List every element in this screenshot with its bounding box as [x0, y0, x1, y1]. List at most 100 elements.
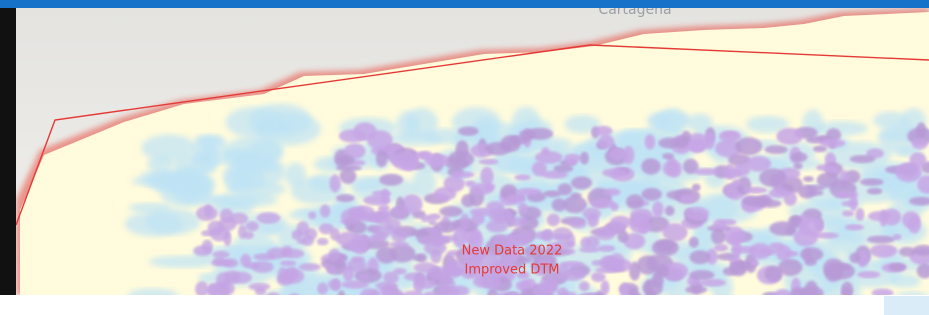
depth-patch	[376, 150, 388, 167]
depth-patch	[603, 223, 624, 234]
depth-patch	[645, 134, 656, 149]
depth-patch	[299, 263, 321, 271]
depth-patch	[850, 253, 861, 264]
depth-patch	[824, 215, 851, 243]
depth-patch	[682, 131, 692, 143]
depth-patch	[776, 128, 803, 145]
bathymetry-data	[125, 104, 929, 314]
depth-patch	[689, 270, 714, 280]
depth-patch	[202, 240, 213, 254]
depth-patch	[806, 190, 824, 196]
depth-patch	[769, 221, 796, 235]
depth-patch	[693, 168, 718, 175]
depth-patch	[609, 148, 624, 160]
depth-patch	[192, 149, 220, 171]
depth-patch	[850, 155, 876, 163]
depth-patch	[842, 210, 855, 216]
depth-patch	[591, 272, 606, 282]
depth-patch	[769, 189, 789, 198]
depth-patch	[594, 126, 612, 136]
depth-patch	[240, 254, 251, 267]
depth-patch	[389, 241, 409, 247]
depth-patch	[732, 179, 741, 187]
depth-patch	[320, 204, 330, 217]
depth-patch	[363, 195, 390, 205]
depth-patch	[336, 155, 355, 165]
depth-patch	[405, 108, 438, 139]
depth-patch	[841, 200, 857, 206]
depth-patch	[412, 254, 424, 261]
depth-patch	[630, 208, 653, 221]
depth-patch	[828, 263, 855, 280]
depth-patch	[553, 165, 573, 173]
depth-patch	[845, 224, 864, 230]
depth-patch	[735, 137, 762, 155]
depth-patch	[601, 280, 610, 295]
depth-patch	[341, 209, 361, 225]
depth-patch	[570, 219, 587, 229]
depth-patch	[879, 210, 887, 227]
depth-patch	[820, 139, 846, 148]
depth-patch	[641, 188, 662, 201]
depth-patch	[292, 230, 303, 241]
depth-patch	[870, 244, 898, 258]
depth-patch	[420, 215, 431, 223]
annotation-line: New Data 2022	[462, 244, 563, 259]
depth-patch	[799, 217, 823, 236]
depth-patch	[604, 258, 623, 272]
depth-patch	[424, 154, 449, 167]
depth-patch	[860, 178, 884, 186]
depth-patch	[652, 201, 663, 217]
depth-patch	[347, 259, 367, 273]
depth-patch	[257, 212, 281, 224]
depth-patch	[591, 199, 615, 209]
depth-patch	[586, 236, 600, 249]
depth-patch	[579, 281, 590, 291]
depth-patch	[430, 249, 441, 264]
depth-patch	[580, 152, 589, 165]
depth-patch	[567, 159, 578, 165]
depth-patch	[519, 129, 536, 139]
corner-control[interactable]	[884, 296, 929, 315]
depth-patch	[152, 170, 179, 193]
depth-patch	[379, 174, 403, 186]
depth-patch	[339, 168, 356, 183]
depth-patch	[571, 176, 592, 189]
depth-patch	[353, 122, 377, 140]
depth-patch	[519, 230, 532, 243]
depth-patch	[358, 274, 369, 280]
depth-patch	[251, 261, 273, 273]
depth-patch	[535, 231, 550, 239]
page: Cartagena New Data 2022 Improved DTM (()…	[0, 0, 929, 315]
depth-patch	[516, 188, 541, 196]
depth-patch	[623, 146, 635, 164]
depth-patch	[245, 221, 258, 231]
depth-patch	[553, 234, 569, 240]
depth-patch	[373, 224, 395, 236]
depth-patch	[714, 244, 728, 252]
depth-patch	[439, 206, 463, 217]
depth-patch	[653, 270, 663, 279]
depth-patch	[722, 131, 738, 138]
depth-patch	[479, 159, 499, 165]
depth-patch	[253, 253, 276, 260]
depth-patch	[281, 268, 304, 283]
depth-patch	[367, 212, 387, 222]
depth-patch	[561, 269, 585, 280]
depth-patch	[591, 260, 604, 266]
depth-patch	[543, 190, 561, 197]
depth-patch	[500, 142, 512, 150]
depth-patch	[210, 226, 230, 241]
depth-patch	[509, 217, 528, 227]
depth-patch	[742, 196, 766, 206]
depth-patch	[647, 111, 691, 130]
depth-patch	[226, 181, 286, 198]
map-content: Cartagena New Data 2022 Improved DTM	[16, 2, 929, 313]
depth-patch	[461, 194, 475, 207]
window-border	[0, 8, 16, 295]
depth-patch	[195, 281, 208, 297]
depth-patch	[376, 246, 397, 263]
depth-patch	[642, 279, 663, 295]
depth-patch	[803, 176, 814, 182]
depth-patch	[899, 247, 916, 257]
